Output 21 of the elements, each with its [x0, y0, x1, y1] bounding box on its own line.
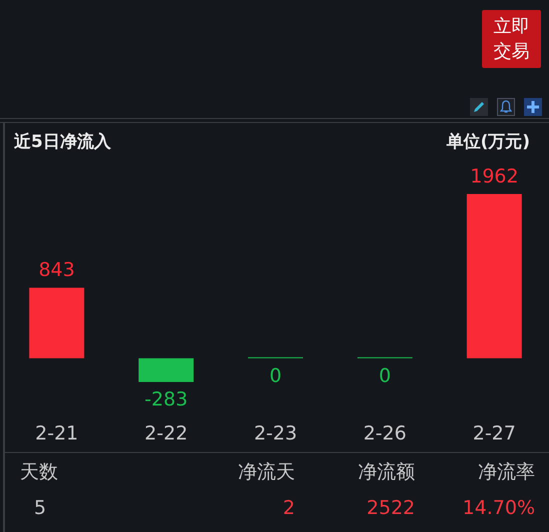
text: 净流率	[478, 461, 535, 483]
text: 5	[34, 497, 46, 519]
data-label: 0	[378, 364, 391, 387]
data-label: 1962	[470, 166, 518, 188]
y-axis-title: 单位(万元)	[446, 131, 530, 153]
x-tick-label: 2-26	[363, 422, 406, 444]
text: 净流天	[238, 461, 295, 483]
data-label: 843	[38, 259, 75, 282]
x-tick-label: 2-23	[254, 422, 298, 444]
data-label: -283	[144, 388, 188, 410]
text: 14.70%	[462, 497, 535, 519]
x-tick-label: 2-22	[144, 422, 188, 444]
x-tick-label: 2-27	[472, 422, 516, 444]
text: 2522	[366, 497, 415, 519]
chart-title: 近5日净流入	[14, 131, 111, 153]
trade-button[interactable]: 立即交易	[482, 10, 541, 68]
text: 净流额	[358, 461, 415, 483]
x-tick-label: 2-21	[35, 422, 78, 444]
text: 2	[282, 497, 295, 519]
data-label: 0	[269, 364, 282, 387]
text: 天数	[20, 461, 58, 483]
